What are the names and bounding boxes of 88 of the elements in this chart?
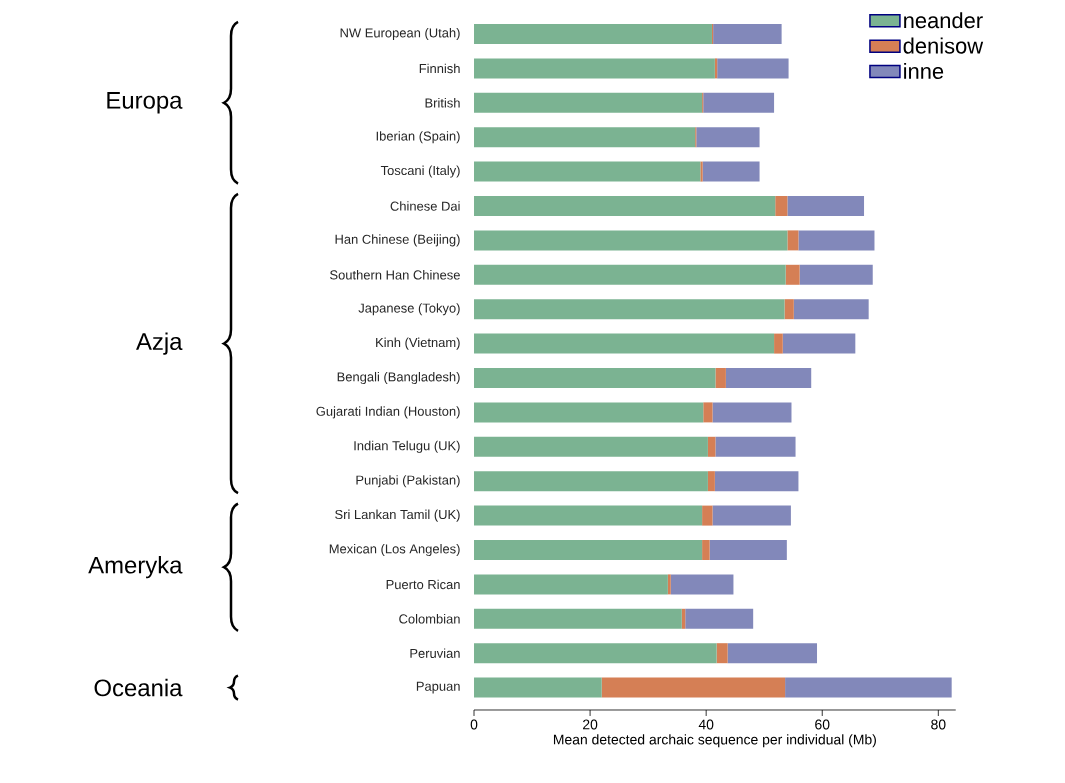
bar	[775, 195, 788, 216]
bar	[793, 299, 869, 320]
y-tick-label: British	[425, 98, 460, 108]
bar	[715, 367, 726, 388]
y-tick-label: NW European (Utah)	[340, 27, 460, 41]
bar	[799, 264, 873, 285]
bar	[715, 436, 796, 457]
bar	[474, 643, 717, 664]
bar	[782, 333, 856, 354]
bar	[474, 333, 775, 354]
bar	[700, 161, 703, 182]
bar	[474, 367, 716, 388]
bar	[727, 643, 818, 664]
bar	[713, 23, 782, 44]
bar	[787, 230, 799, 251]
bar	[474, 505, 703, 526]
y-tick-label: Finnish	[419, 63, 460, 74]
bar	[685, 608, 754, 629]
bar	[702, 161, 760, 182]
bar	[474, 608, 682, 629]
bar	[474, 299, 785, 320]
bar	[474, 230, 788, 251]
y-tick-label: Chinese Dai	[390, 201, 460, 211]
x-axis-title: Mean detected archaic sequence per individual (Mb)	[553, 734, 876, 748]
bar	[474, 23, 712, 44]
y-tick-label: Indian Telugu (UK)	[354, 440, 460, 453]
y-tick-label: Mexican (Los Angeles)	[329, 543, 460, 557]
y-tick-label: Gujarati Indian (Houston)	[316, 406, 460, 419]
text: Europa	[107, 92, 183, 114]
y-tick-label: Peruvian	[410, 648, 460, 658]
bar	[774, 333, 783, 354]
y-tick-label: Punjabi (Pakistan)	[356, 475, 460, 488]
bar	[474, 539, 703, 560]
bar	[667, 574, 671, 595]
y-tick-label: Papuan	[416, 681, 460, 694]
bar	[702, 539, 710, 560]
y-tick-label: Puerto Rican	[386, 579, 460, 590]
text: Ameryka	[88, 556, 183, 579]
bar	[707, 436, 716, 457]
bar	[714, 471, 799, 492]
y-tick-label: Southern Han Chinese	[330, 270, 460, 280]
x-tick-label: 20	[583, 719, 598, 730]
bar	[474, 677, 602, 698]
bar	[703, 92, 775, 113]
bar	[707, 471, 715, 492]
bar	[474, 574, 668, 595]
bar	[787, 195, 865, 216]
bar	[712, 505, 791, 526]
bar	[474, 195, 776, 216]
bar	[716, 643, 728, 664]
bar	[725, 367, 812, 388]
bar	[474, 436, 708, 457]
x-tick-label: 40	[698, 719, 714, 730]
bar	[474, 92, 703, 113]
bar	[703, 402, 713, 423]
bar	[474, 161, 701, 182]
text: Oceania	[94, 678, 183, 697]
bar	[798, 230, 875, 251]
legend-label: denisow	[903, 37, 984, 54]
bar	[474, 264, 786, 285]
bar	[702, 505, 713, 526]
bar	[474, 471, 708, 492]
bar	[785, 677, 952, 698]
bar	[717, 58, 789, 79]
x-tick-label: 80	[931, 719, 946, 730]
bar	[784, 299, 794, 320]
bar	[474, 127, 696, 148]
x-tick-label: 60	[815, 719, 830, 730]
bar	[709, 539, 787, 560]
bar	[696, 127, 760, 148]
legend-label: inne	[904, 62, 944, 79]
y-tick-label: Han Chinese (Beijing)	[335, 234, 460, 247]
bar	[785, 264, 800, 285]
y-tick-label: Japanese (Tokyo)	[358, 303, 460, 316]
text: Azja	[136, 332, 183, 355]
y-tick-label: Sri Lankan Tamil (UK)	[335, 509, 460, 522]
bar	[474, 402, 704, 423]
bar	[712, 402, 792, 423]
bar	[474, 58, 715, 79]
y-tick-label: Bengali (Bangladesh)	[337, 371, 460, 385]
bar	[601, 677, 786, 698]
x-tick-label: 0	[470, 719, 478, 730]
bar	[670, 574, 734, 595]
y-tick-label: Kinh (Vietnam)	[376, 337, 460, 350]
y-tick-label: Toscani (Italy)	[380, 165, 460, 178]
legend-label: neander	[904, 12, 983, 29]
y-tick-label: Colombian	[399, 614, 460, 624]
y-tick-label: Iberian (Spain)	[376, 131, 460, 144]
